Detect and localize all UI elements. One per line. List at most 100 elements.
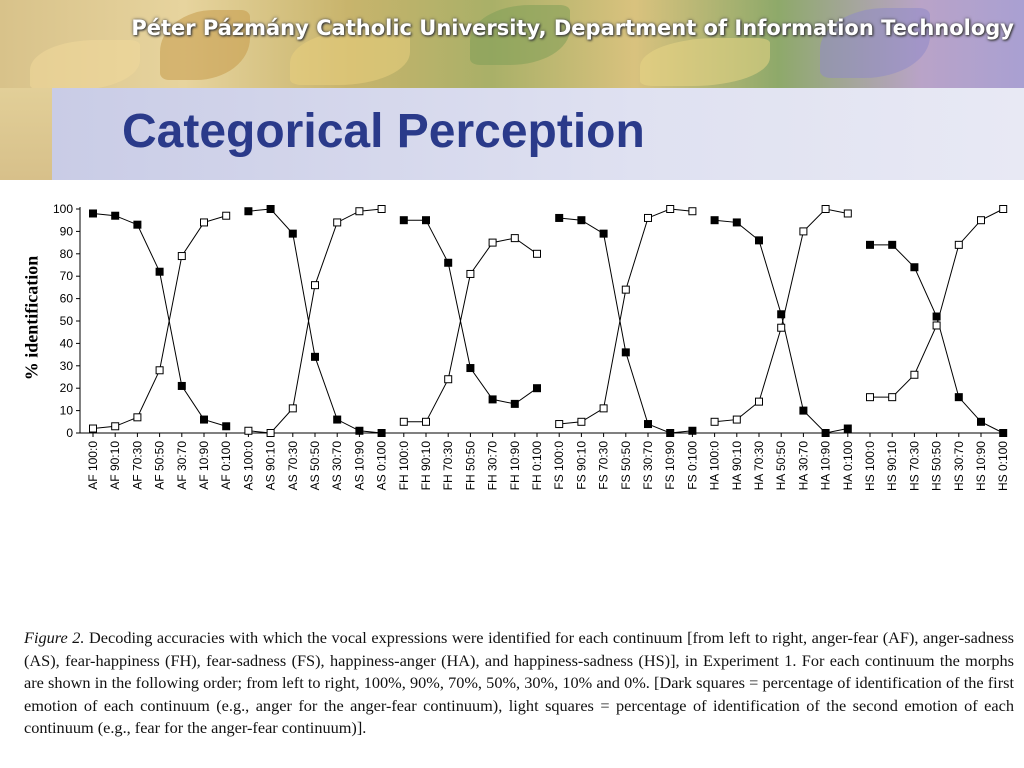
x-tick-label: HA 70:30 (752, 441, 766, 491)
x-tick-label: AS 30:70 (330, 441, 344, 491)
light-square-point (89, 424, 97, 433)
x-tick-label: FH 100:0 (397, 441, 411, 491)
x-tick-label: FH 0:100 (530, 441, 544, 491)
dark-square-point (333, 415, 342, 424)
x-tick-label: HA 0:100 (841, 441, 855, 491)
dark-square-point (866, 240, 874, 249)
light-square-point (510, 234, 519, 243)
light-square-point (111, 422, 120, 431)
dark-square-point (155, 267, 164, 276)
header-banner: Péter Pázmány Catholic University, Depar… (0, 0, 1024, 88)
light-series-line (559, 208, 693, 425)
light-square-point (488, 238, 497, 247)
x-tick-label: HS 30:70 (952, 441, 966, 491)
x-tick-label: HS 50:50 (930, 441, 944, 491)
x-tick-label: FH 30:70 (486, 441, 500, 491)
dark-series-line (92, 212, 227, 427)
dark-square-point (577, 216, 586, 225)
dark-square-point (288, 229, 297, 238)
light-square-point (644, 213, 652, 222)
dark-square-point (89, 209, 97, 218)
light-square-point (244, 426, 253, 435)
dark-square-point (355, 426, 364, 435)
dark-square-point (266, 205, 275, 213)
dark-square-point (422, 216, 430, 225)
light-square-point (200, 218, 208, 227)
x-tick-label: FS 30:70 (641, 441, 655, 490)
dark-square-point (399, 216, 408, 225)
light-square-point (888, 393, 897, 402)
light-square-point (954, 240, 963, 249)
light-square-point (777, 323, 786, 332)
y-tick-label: 0 (66, 426, 73, 440)
x-tick-label: AF 10:90 (197, 441, 211, 490)
light-square-point (533, 249, 541, 258)
x-tick-label: AS 100:0 (241, 441, 255, 491)
chart-area: 0 10 20 30 40 50 60 70 80 90 100 AF 100:0 AF 90:10 AF… (0, 188, 1024, 528)
dark-square-point (688, 426, 697, 435)
dark-square-point (977, 417, 985, 426)
dark-series-line (403, 219, 538, 405)
dark-square-point (621, 348, 630, 357)
dark-square-point (821, 429, 830, 437)
light-square-point (333, 218, 342, 227)
light-square-point (910, 370, 919, 379)
dark-square-point (111, 211, 120, 220)
light-square-point (577, 417, 586, 426)
x-tick-label: HA 90:10 (730, 441, 744, 491)
dark-square-point (555, 213, 564, 222)
light-series-line (248, 208, 382, 434)
y-tick-label: 50 (60, 314, 74, 328)
light-square-point (555, 420, 564, 429)
identification-chart: 0 10 20 30 40 50 60 70 80 90 100 AF 100:0 AF 90:10 AF… (53, 202, 1010, 491)
light-square-point (710, 417, 719, 426)
x-tick-label: FS 0:100 (685, 441, 699, 490)
x-tick-label: AF 70:30 (130, 441, 144, 490)
dark-square-point (888, 240, 897, 249)
light-square-point (355, 207, 364, 216)
decorative-leaf (640, 38, 770, 86)
y-axis-label: % identification (21, 255, 42, 381)
dark-square-point (444, 258, 453, 267)
dark-square-point (488, 395, 497, 404)
light-series-line (870, 208, 1004, 398)
x-tick-label: FH 10:90 (508, 441, 522, 491)
dark-square-point (666, 429, 675, 437)
y-tick-label: 20 (60, 381, 74, 395)
light-square-point (932, 321, 941, 330)
dark-series-line (559, 217, 693, 434)
light-square-point (599, 404, 608, 413)
light-square-point (133, 413, 142, 422)
dark-square-point (133, 220, 142, 229)
dark-square-point (510, 399, 519, 408)
x-tick-label: AS 50:50 (308, 441, 322, 491)
x-tick-label: HS 0:100 (996, 441, 1010, 491)
light-square-point (866, 393, 874, 402)
dark-square-point (244, 207, 253, 216)
light-square-point (444, 375, 453, 384)
dark-square-point (710, 216, 719, 225)
light-square-point (799, 227, 808, 236)
light-square-point (155, 366, 164, 375)
y-tick-label: 30 (60, 359, 74, 373)
institution-header: Péter Pázmány Catholic University, Depar… (131, 16, 1014, 40)
dark-square-point (954, 393, 963, 402)
y-tick-label: 70 (60, 269, 74, 283)
x-tick-label: FH 70:30 (441, 441, 455, 491)
light-square-point (288, 404, 297, 413)
x-tick-label: AS 70:30 (286, 441, 300, 491)
dark-square-point (644, 420, 652, 429)
x-tick-label: FS 50:50 (619, 441, 633, 490)
x-tick-label: FS 90:10 (574, 441, 588, 490)
light-square-point (755, 397, 763, 406)
light-series-line (92, 215, 227, 430)
x-tick-label: HA 50:50 (774, 441, 788, 491)
light-square-point (621, 285, 630, 294)
dark-square-point (799, 406, 808, 415)
dark-square-point (932, 312, 941, 321)
light-square-point (377, 205, 386, 213)
light-square-point (732, 415, 741, 424)
light-square-point (999, 205, 1008, 213)
dark-square-point (177, 381, 186, 390)
dark-square-point (311, 352, 319, 361)
